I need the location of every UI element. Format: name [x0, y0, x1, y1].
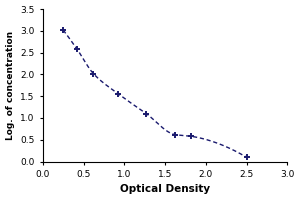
Y-axis label: Log. of concentration: Log. of concentration	[6, 31, 15, 140]
X-axis label: Optical Density: Optical Density	[120, 184, 210, 194]
